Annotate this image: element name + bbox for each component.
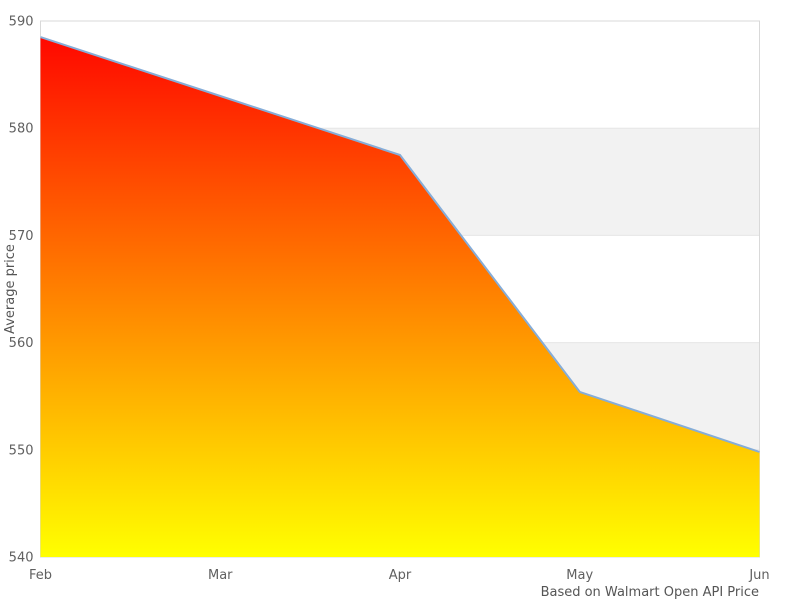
x-axis-labels: Feb Mar Apr May Jun: [29, 568, 770, 583]
y-axis-tick-label: 540: [9, 551, 34, 566]
x-axis-category-label: May: [566, 568, 593, 583]
y-axis-labels: 540 550 560 570 580 590: [9, 15, 34, 566]
x-axis-category-label: Jun: [748, 568, 769, 583]
y-axis-tick-label: 560: [9, 336, 34, 351]
x-axis-category-label: Feb: [29, 568, 52, 583]
y-axis-tick-label: 580: [9, 122, 34, 137]
chart-caption: Based on Walmart Open API Price: [541, 585, 759, 600]
x-axis-category-label: Apr: [389, 568, 412, 583]
y-axis-title: Average price: [3, 244, 18, 334]
y-axis-tick-label: 590: [9, 15, 34, 30]
x-axis-category-label: Mar: [208, 568, 233, 583]
area-series-fill[interactable]: [40, 37, 760, 558]
y-axis-tick-label: 550: [9, 443, 34, 458]
area-series-line[interactable]: [40, 36, 760, 453]
y-axis-tick-label: 570: [9, 229, 34, 244]
